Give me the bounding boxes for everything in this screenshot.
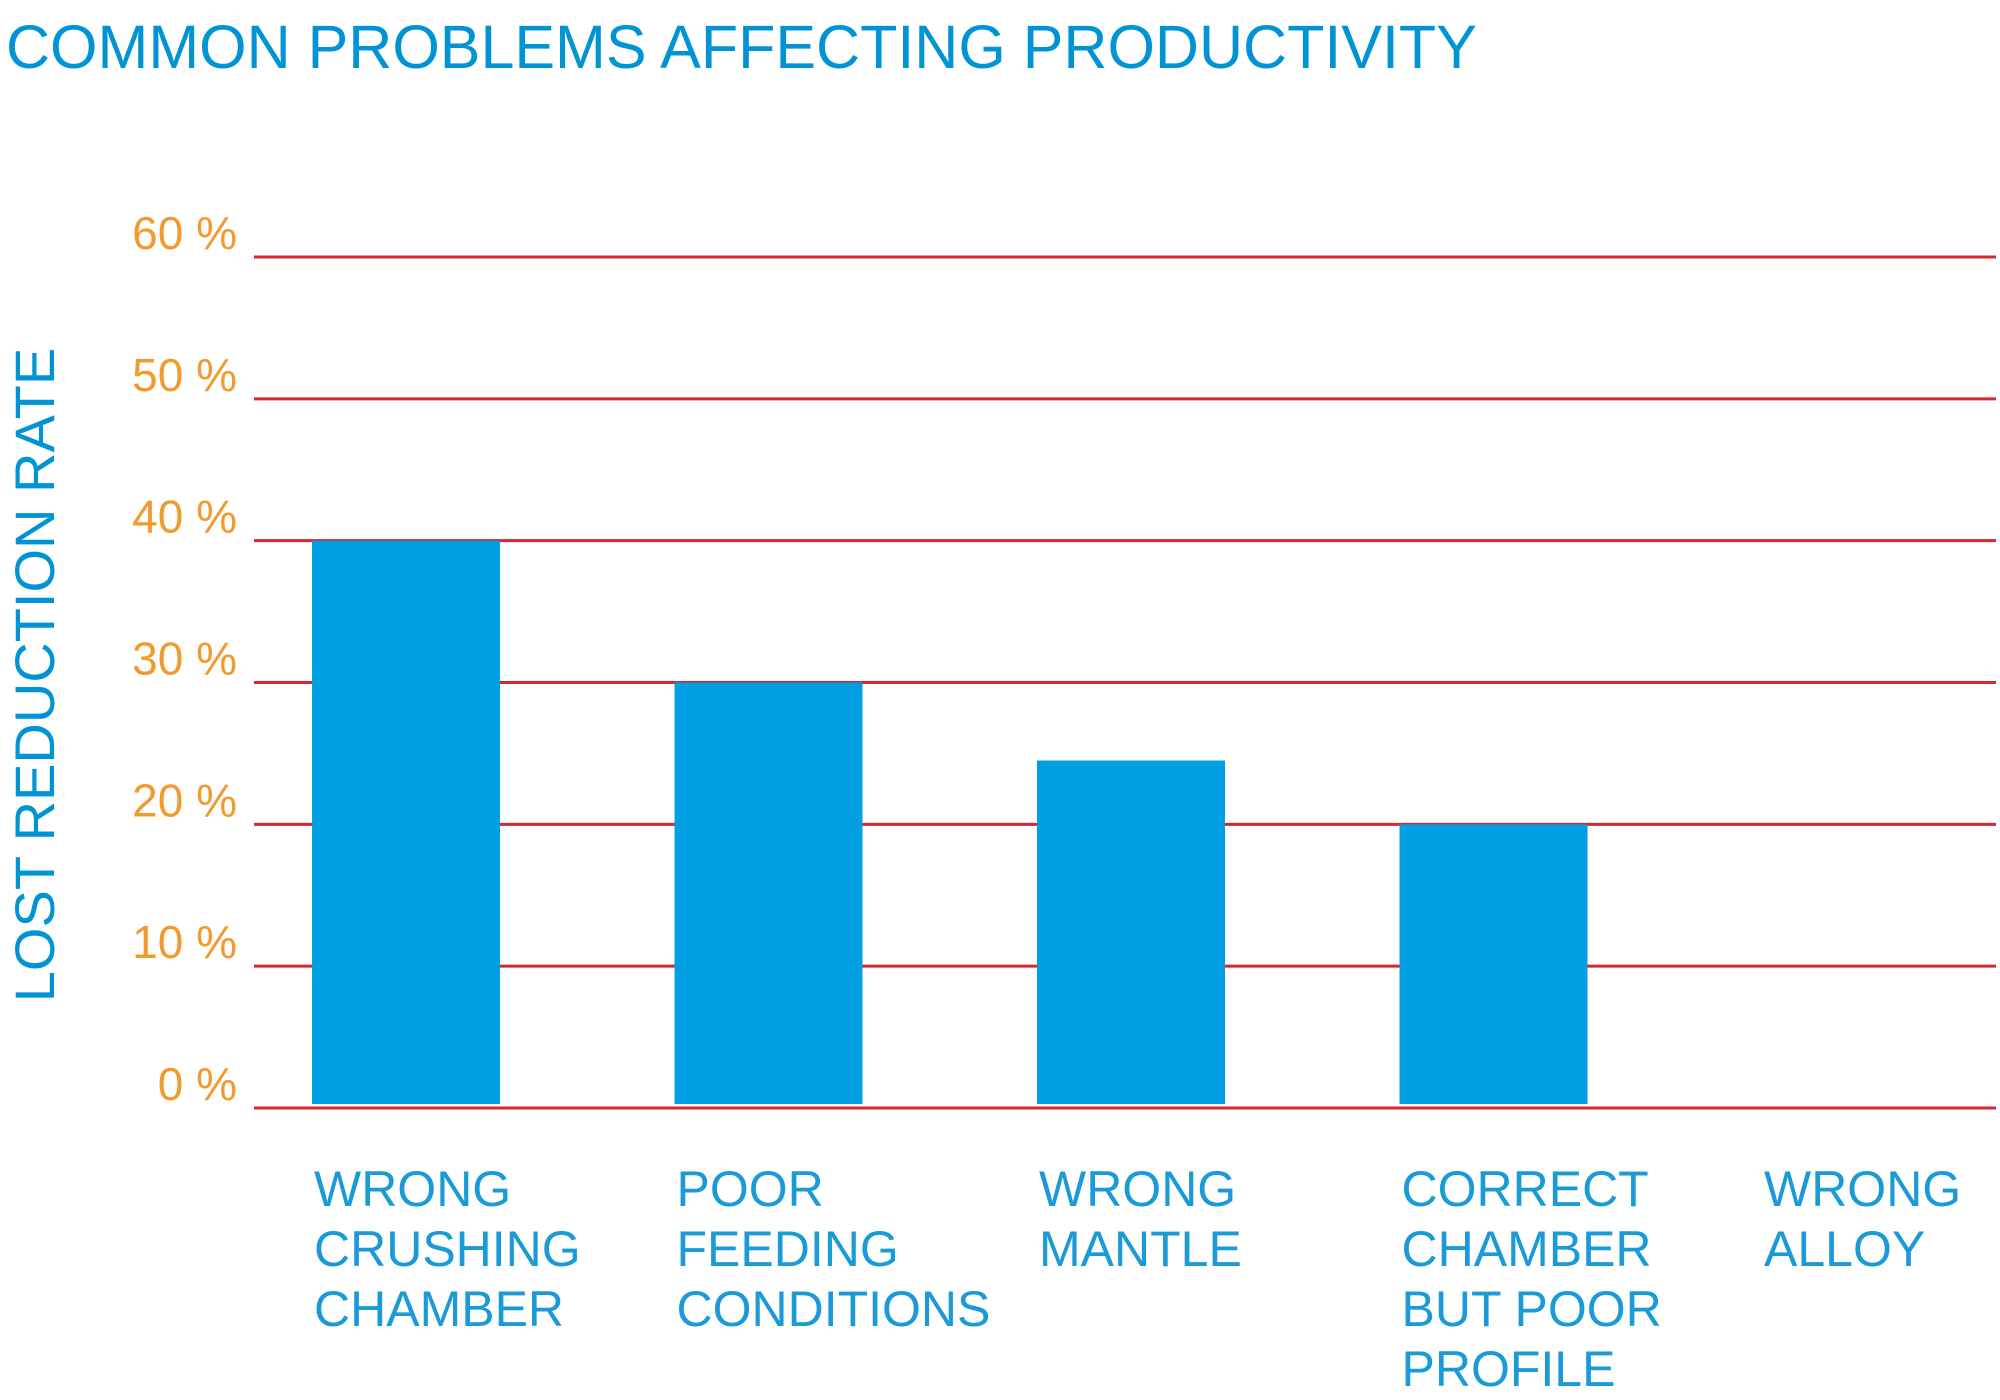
bar-3 (1037, 760, 1225, 1104)
category-label-line: FEEDING (677, 1221, 899, 1277)
category-label-line: POOR (677, 1161, 824, 1217)
category-label-line: CRUSHING (314, 1221, 581, 1277)
category-label-line: BUT POOR (1402, 1281, 1662, 1337)
category-label-line: WRONG (1764, 1161, 1961, 1217)
chart-title: COMMON PROBLEMS AFFECTING PRODUCTIVITY (6, 13, 1477, 81)
y-tick-label: 40 % (132, 491, 237, 543)
category-label-4: CORRECT CHAMBER BUT POOR PROFILE (1402, 1161, 1662, 1397)
category-label-3: WRONG MANTLE (1039, 1161, 1242, 1277)
category-label-line: ALLOY (1764, 1221, 1925, 1277)
bar-1 (312, 540, 500, 1104)
bar-4 (1399, 824, 1588, 1104)
category-label-5: WRONG ALLOY (1764, 1161, 1961, 1277)
category-label-1: WRONG CRUSHING CHAMBER (314, 1161, 581, 1337)
category-label-line: WRONG (314, 1161, 511, 1217)
category-label-line: PROFILE (1402, 1341, 1616, 1397)
bar-2 (674, 682, 863, 1104)
category-label-line: WRONG (1039, 1161, 1236, 1217)
y-tick-label: 20 % (132, 774, 237, 826)
y-tick-label: 50 % (132, 349, 237, 401)
y-tick-label: 30 % (132, 633, 237, 685)
y-tick-label: 0 % (158, 1058, 237, 1110)
category-label-2: POOR FEEDING CONDITIONS (677, 1161, 991, 1337)
y-tick-label: 60 % (132, 207, 237, 259)
category-label-line: CHAMBER (1402, 1221, 1652, 1277)
y-tick-labels: 0 % 10 % 20 % 30 % 40 % 50 % 60 % (132, 207, 237, 1110)
y-axis-label: LOST REDUCTION RATE (3, 348, 66, 1002)
bars (312, 540, 1588, 1104)
category-label-line: CHAMBER (314, 1281, 564, 1337)
category-label-line: MANTLE (1039, 1221, 1242, 1277)
category-label-line: CORRECT (1402, 1161, 1649, 1217)
category-label-line: CONDITIONS (677, 1281, 991, 1337)
y-tick-label: 10 % (132, 916, 237, 968)
